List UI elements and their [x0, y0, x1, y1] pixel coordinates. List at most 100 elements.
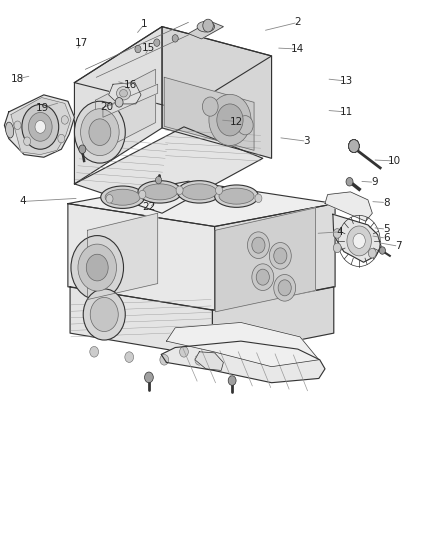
Ellipse shape: [138, 181, 182, 203]
Circle shape: [269, 243, 291, 269]
Circle shape: [81, 109, 119, 156]
Polygon shape: [70, 287, 212, 357]
Text: 18: 18: [11, 74, 24, 84]
Circle shape: [349, 140, 359, 152]
Circle shape: [154, 39, 160, 46]
Polygon shape: [215, 204, 335, 310]
Text: 11: 11: [339, 107, 353, 117]
Polygon shape: [161, 341, 325, 383]
Circle shape: [22, 104, 59, 149]
Polygon shape: [212, 287, 334, 357]
Text: 5: 5: [383, 224, 390, 234]
Text: 3: 3: [303, 136, 310, 146]
Circle shape: [106, 195, 113, 203]
Circle shape: [135, 45, 141, 53]
Circle shape: [237, 116, 253, 135]
Circle shape: [349, 140, 359, 152]
Circle shape: [349, 140, 359, 152]
Circle shape: [61, 116, 68, 124]
Text: 4: 4: [19, 197, 26, 206]
Polygon shape: [162, 27, 272, 158]
Circle shape: [252, 237, 265, 253]
Circle shape: [252, 264, 274, 290]
Circle shape: [203, 19, 213, 32]
Circle shape: [145, 372, 153, 383]
Circle shape: [24, 137, 31, 146]
Circle shape: [278, 280, 291, 296]
Polygon shape: [103, 84, 158, 117]
Circle shape: [28, 112, 52, 141]
Circle shape: [349, 140, 359, 152]
Circle shape: [255, 194, 262, 203]
Circle shape: [215, 186, 223, 195]
Circle shape: [368, 248, 376, 258]
Circle shape: [89, 119, 111, 146]
Text: 16: 16: [124, 80, 137, 90]
Circle shape: [209, 94, 251, 146]
Polygon shape: [95, 69, 155, 154]
Ellipse shape: [215, 185, 258, 207]
Ellipse shape: [117, 86, 131, 100]
Text: 13: 13: [339, 76, 353, 86]
Polygon shape: [4, 95, 74, 157]
Circle shape: [217, 104, 243, 136]
Polygon shape: [195, 352, 223, 370]
Circle shape: [195, 354, 204, 365]
Circle shape: [139, 190, 146, 199]
Circle shape: [346, 177, 353, 186]
Text: 6: 6: [383, 233, 390, 243]
Polygon shape: [68, 181, 335, 227]
Text: 7: 7: [395, 241, 402, 251]
Polygon shape: [333, 214, 381, 262]
Circle shape: [79, 145, 86, 154]
Circle shape: [160, 354, 169, 365]
Circle shape: [172, 35, 178, 42]
Ellipse shape: [177, 181, 221, 203]
Polygon shape: [11, 98, 71, 155]
Circle shape: [180, 346, 188, 357]
Circle shape: [90, 297, 118, 332]
Circle shape: [347, 226, 371, 256]
Circle shape: [228, 376, 236, 385]
Circle shape: [78, 244, 117, 291]
Circle shape: [125, 352, 134, 362]
Text: 10: 10: [388, 156, 401, 166]
Text: 4: 4: [336, 227, 343, 237]
Ellipse shape: [120, 90, 127, 97]
Circle shape: [274, 248, 287, 264]
Ellipse shape: [101, 186, 145, 208]
Circle shape: [35, 120, 46, 133]
Text: 1: 1: [141, 19, 148, 29]
Circle shape: [333, 243, 341, 253]
Circle shape: [74, 101, 125, 163]
Text: 17: 17: [74, 38, 88, 47]
Circle shape: [155, 176, 162, 184]
Circle shape: [83, 289, 125, 340]
Circle shape: [86, 254, 108, 281]
Circle shape: [349, 140, 359, 152]
Polygon shape: [188, 21, 223, 39]
Ellipse shape: [219, 188, 254, 204]
Ellipse shape: [142, 184, 177, 200]
Text: 9: 9: [371, 177, 378, 187]
Polygon shape: [164, 77, 254, 150]
Polygon shape: [109, 83, 141, 104]
Text: 19: 19: [36, 103, 49, 112]
Ellipse shape: [197, 21, 215, 32]
Circle shape: [349, 140, 359, 152]
Text: 14: 14: [291, 44, 304, 54]
Ellipse shape: [105, 189, 140, 205]
Circle shape: [176, 186, 183, 195]
Ellipse shape: [6, 122, 14, 138]
Circle shape: [256, 269, 269, 285]
Polygon shape: [74, 27, 162, 184]
Circle shape: [379, 247, 385, 254]
Circle shape: [71, 236, 124, 300]
Circle shape: [247, 232, 269, 259]
Text: 2: 2: [294, 18, 301, 27]
Polygon shape: [215, 208, 315, 312]
Text: 20: 20: [101, 102, 114, 111]
Text: 15: 15: [142, 43, 155, 53]
Circle shape: [14, 121, 21, 130]
Ellipse shape: [182, 184, 217, 200]
